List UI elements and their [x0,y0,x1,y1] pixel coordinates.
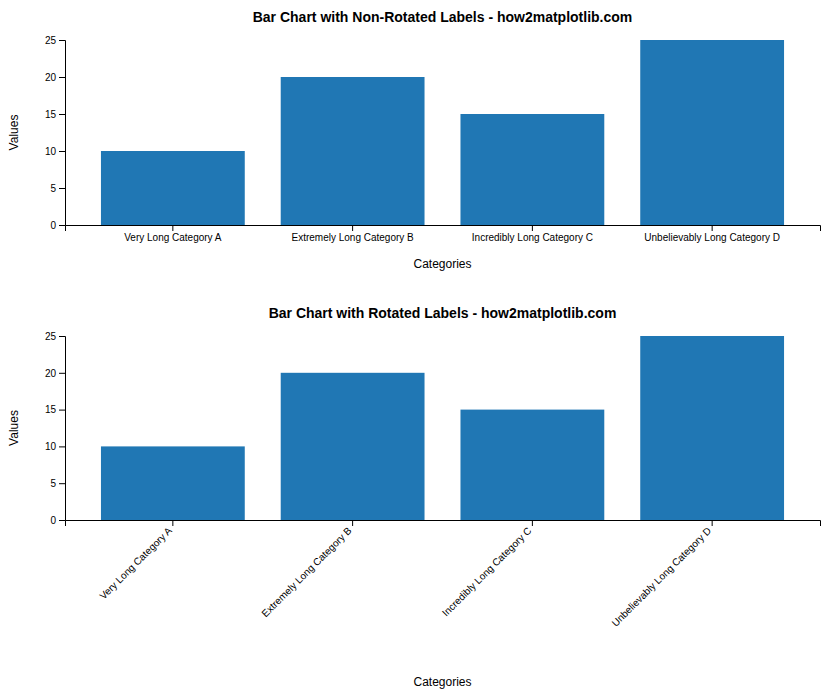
x-axis-title: Categories [413,257,471,271]
x-axis-title: Categories [413,675,471,689]
tick-mark [59,114,65,115]
panel: 0 5 10 15 20 25 Very Long Category A Extremely … [45,331,821,629]
tick: 15 [45,109,65,120]
tick: Unbelievably Long Category D [644,225,780,243]
tick-label: 25 [45,35,57,46]
tick: Extremely Long Category B [259,520,353,619]
bars [101,336,784,520]
tick-mark [59,520,65,521]
y-axis-title: Values [7,410,21,446]
tick: 25 [45,35,65,46]
tick: Incredibly Long Category C [472,225,593,243]
tick-mark [59,483,65,484]
tick-label: 0 [50,515,56,526]
tick: Unbelievably Long Category D [610,520,714,629]
tick-mark [59,410,65,411]
tick: 5 [50,478,65,489]
tick: 0 [50,515,65,526]
chart-root: 0 5 10 15 20 25 Very Long Category A Extremely … [0,0,840,700]
bar [640,336,784,520]
tick-label: 25 [45,331,57,342]
bar [460,114,604,225]
y-axis: 0 5 10 15 20 25 [45,331,66,526]
title: Bar Chart with Non-Rotated Labels - how2… [253,9,633,25]
tick-label: Extremely Long Category B [291,232,414,243]
bar [640,40,784,225]
tick-mark [59,151,65,152]
tick-mark [172,520,173,526]
tick-label: 5 [50,183,56,194]
tick-mark [59,373,65,374]
axis-line [66,521,821,527]
tick-mark [532,225,533,231]
bar [281,373,425,520]
tick-mark [712,520,713,526]
bar [460,410,604,520]
tick-mark [352,520,353,526]
tick-mark [532,520,533,526]
tick: Very Long Category A [124,225,222,243]
tick-label: Extremely Long Category B [259,525,353,619]
axis-line [66,226,821,232]
tick-mark [59,77,65,78]
title: Bar Chart with Rotated Labels - how2matp… [269,305,617,321]
tick: 5 [50,183,65,194]
tick-mark [172,225,173,231]
tick-label: 15 [45,404,57,415]
tick-label: Incredibly Long Category C [440,525,533,618]
tick-label: 10 [45,146,57,157]
bars [101,40,784,225]
tick-mark [352,225,353,231]
tick: 10 [45,441,65,452]
axis-line [59,41,66,226]
tick: 25 [45,331,65,342]
tick: 20 [45,72,65,83]
tick: Very Long Category A [97,520,174,602]
tick: 0 [50,220,65,231]
tick: 15 [45,404,65,415]
tick-label: 20 [45,72,57,83]
tick-mark [59,188,65,189]
tick-label: Very Long Category A [124,232,222,243]
bar [281,77,425,225]
tick: Incredibly Long Category C [440,520,533,618]
tick-mark [59,225,65,226]
tick-label: 5 [50,478,56,489]
tick-mark [59,40,65,41]
tick-label: Unbelievably Long Category D [644,232,780,243]
tick-label: 20 [45,368,57,379]
tick: 10 [45,146,65,157]
bar [101,151,245,225]
x-axis: Very Long Category A Extremely Long Categ… [66,520,821,629]
tick-mark [59,446,65,447]
bar [101,446,245,520]
tick-label: 10 [45,441,57,452]
tick-label: 0 [50,220,56,231]
y-axis: 0 5 10 15 20 25 [45,35,66,231]
tick: Extremely Long Category B [291,225,414,243]
tick-mark [59,336,65,337]
tick-mark [712,225,713,231]
tick-label: Unbelievably Long Category D [610,525,714,629]
tick-label: Very Long Category A [97,525,174,602]
panel: 0 5 10 15 20 25 Very Long Category A Extremely … [45,35,821,243]
tick-label: Incredibly Long Category C [472,232,593,243]
tick: 20 [45,368,65,379]
axis-line [59,337,66,521]
tick-label: 15 [45,109,57,120]
x-axis: Very Long Category A Extremely Long Categ… [66,225,821,243]
y-axis-title: Values [7,115,21,151]
